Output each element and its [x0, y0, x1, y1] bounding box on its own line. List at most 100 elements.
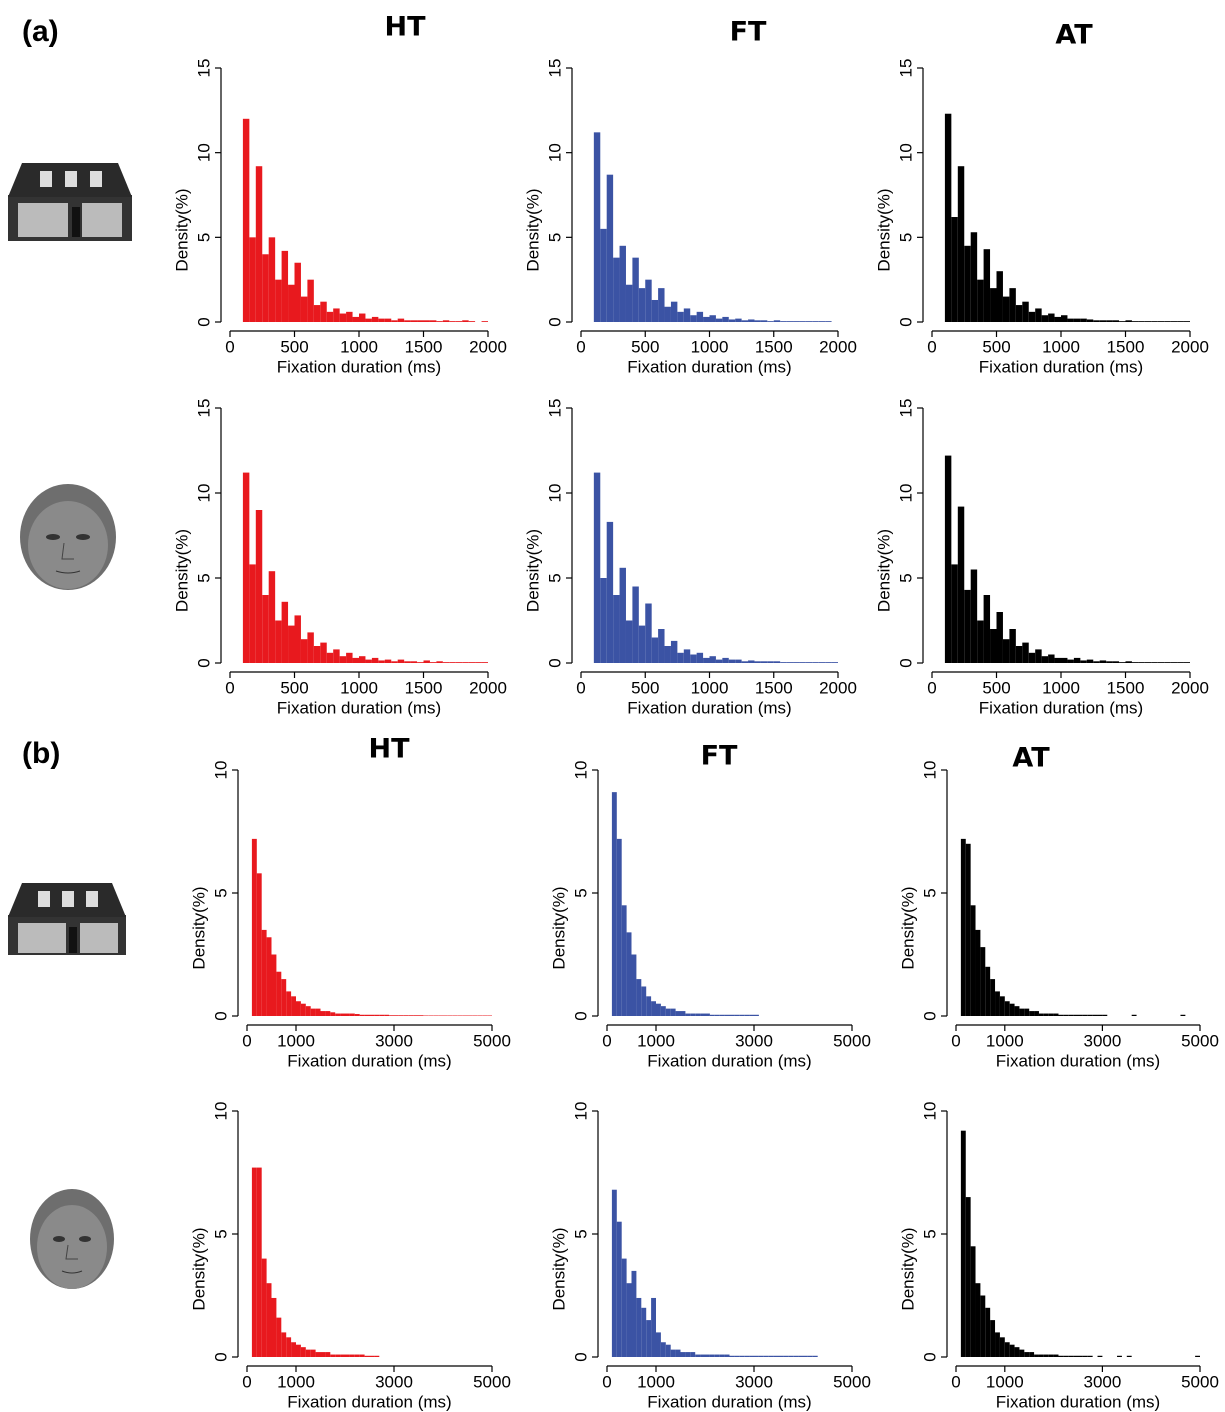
bar — [1048, 1354, 1054, 1357]
bar — [397, 659, 405, 663]
bar — [1183, 662, 1190, 663]
x-tick-label: 2000 — [469, 678, 507, 697]
bar — [1043, 1013, 1049, 1016]
x-tick-label: 3000 — [375, 1372, 413, 1391]
bar — [1061, 657, 1068, 663]
bar — [709, 315, 716, 322]
bar — [286, 1337, 292, 1357]
y-tick-label: 15 — [194, 59, 213, 78]
bar — [307, 279, 314, 322]
bar — [606, 174, 614, 322]
y-tick-label: 5 — [896, 233, 915, 242]
bar — [944, 455, 952, 663]
bar — [722, 316, 729, 322]
bar — [315, 1008, 321, 1016]
bar — [768, 1355, 774, 1357]
y-tick-label: 15 — [896, 59, 915, 78]
bar — [825, 321, 832, 322]
bar — [1041, 315, 1049, 322]
bar — [700, 1354, 705, 1357]
y-tick-label: 0 — [896, 658, 915, 667]
bar — [1087, 1014, 1093, 1016]
bar — [1054, 657, 1061, 663]
bar — [600, 228, 607, 322]
bar — [641, 1307, 647, 1357]
x-tick-label: 1500 — [755, 337, 793, 356]
bar — [1058, 1355, 1064, 1357]
bar — [1177, 321, 1184, 322]
bar — [715, 318, 723, 322]
x-tick-label: 1500 — [1107, 337, 1145, 356]
bar — [632, 257, 639, 322]
bar — [1035, 308, 1042, 322]
bar — [990, 979, 996, 1016]
x-tick-label: 0 — [602, 1372, 611, 1391]
bar — [1009, 288, 1016, 322]
bar — [346, 652, 353, 663]
bar — [985, 966, 991, 1016]
bar — [773, 320, 781, 322]
bar — [1029, 1011, 1035, 1016]
bar — [1080, 318, 1087, 322]
bar — [709, 1354, 715, 1357]
bar — [960, 838, 966, 1016]
bar — [651, 1001, 656, 1016]
bar — [980, 947, 986, 1016]
column-title: FT — [701, 741, 738, 772]
bar — [600, 578, 607, 663]
y-tick-label: 5 — [571, 1229, 590, 1238]
bar — [429, 662, 437, 663]
bar — [339, 313, 347, 322]
bar — [964, 589, 971, 663]
x-tick-label: 0 — [225, 337, 234, 356]
bar — [1073, 1014, 1078, 1016]
bar — [403, 1015, 409, 1016]
y-tick-label: 10 — [571, 761, 590, 780]
bar — [1151, 662, 1158, 663]
x-tick-label: 0 — [927, 337, 936, 356]
bar — [786, 662, 794, 663]
x-axis-label: Fixation duration (ms) — [979, 357, 1143, 376]
bar — [631, 1270, 637, 1357]
bar — [288, 625, 295, 663]
bar — [281, 979, 287, 1016]
bar — [413, 1015, 419, 1016]
bar — [724, 1014, 730, 1016]
face-icon — [30, 1189, 114, 1289]
x-tick-label: 1500 — [405, 337, 443, 356]
bar — [754, 661, 761, 663]
bar — [340, 1013, 345, 1016]
x-tick-label: 500 — [631, 337, 659, 356]
bar — [983, 249, 991, 322]
bar — [389, 1015, 394, 1016]
bar — [384, 318, 392, 322]
bar — [656, 1332, 661, 1357]
x-tick-label: 1000 — [1042, 678, 1080, 697]
bar — [1112, 320, 1120, 322]
bar — [365, 659, 372, 663]
bar — [632, 586, 639, 663]
x-tick-label: 1000 — [986, 1372, 1024, 1391]
y-tick-label: 10 — [211, 761, 230, 780]
bar — [818, 662, 826, 663]
bar — [1170, 321, 1178, 322]
bar — [645, 279, 652, 322]
bar — [1015, 646, 1023, 663]
bar — [621, 905, 627, 1016]
bar — [1015, 305, 1023, 322]
bar — [417, 662, 424, 663]
bar — [330, 1354, 336, 1357]
bar — [995, 991, 1000, 1016]
bar — [996, 612, 1003, 663]
y-axis-label: Density(%) — [172, 188, 191, 271]
bar — [735, 659, 742, 663]
bar — [1002, 639, 1010, 663]
bar — [793, 321, 800, 322]
bar — [384, 659, 392, 663]
bar — [685, 1013, 691, 1016]
bar — [719, 1014, 725, 1016]
bar — [468, 321, 476, 322]
bar — [325, 1352, 331, 1357]
bar — [690, 1013, 696, 1016]
bar — [374, 1355, 380, 1357]
